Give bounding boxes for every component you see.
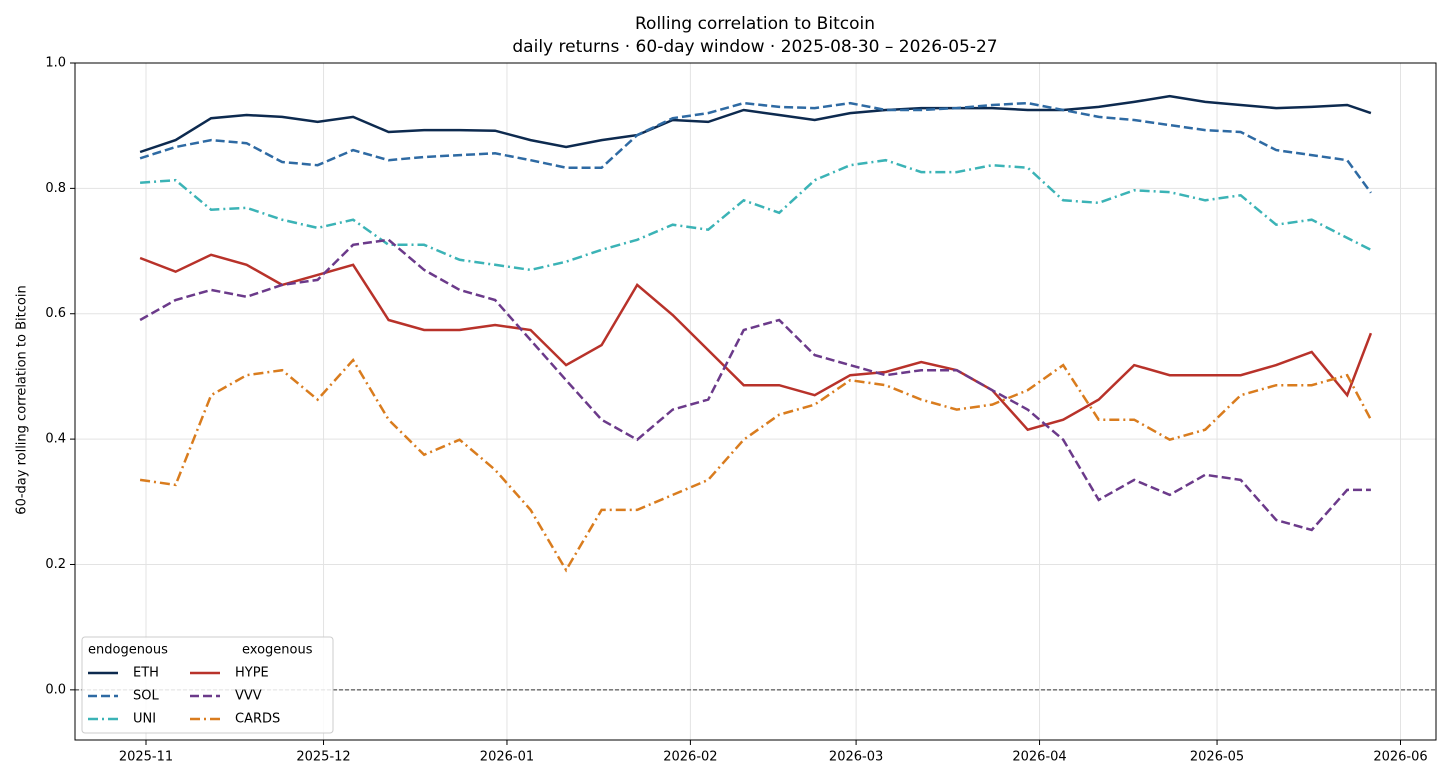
y-tick-label: 0.6 xyxy=(45,306,66,321)
series-line xyxy=(139,238,1371,532)
y-axis-label: 60-day rolling correlation to Bitcoin xyxy=(15,285,30,514)
y-tick-label: 0.4 xyxy=(45,432,66,447)
x-tick-label: 2026-04 xyxy=(1012,750,1066,765)
series-line xyxy=(139,94,1372,154)
chart-subtitle: daily returns · 60-day window · 2025-08-… xyxy=(512,37,997,57)
series-line xyxy=(139,253,1373,432)
y-tick-label: 0.2 xyxy=(45,557,66,572)
series-line xyxy=(140,158,1372,272)
y-tick-label: 0.8 xyxy=(45,181,66,196)
plot-frame xyxy=(74,62,1437,741)
x-tick-label: 2025-11 xyxy=(119,750,173,765)
legend-label: SOL xyxy=(133,689,159,704)
legend-title: exogenous xyxy=(242,643,313,658)
y-tick-label: 1.0 xyxy=(45,56,66,71)
legend-label: VVV xyxy=(235,689,262,704)
legend-label: CARDS xyxy=(235,712,280,727)
legend-title: endogenous xyxy=(88,643,168,658)
legend-label: HYPE xyxy=(235,666,269,681)
x-tick-label: 2026-02 xyxy=(663,750,717,765)
x-tick-label: 2026-01 xyxy=(480,750,534,765)
chart-title: Rolling correlation to Bitcoin xyxy=(635,14,875,34)
series-line xyxy=(139,358,1373,573)
series-line xyxy=(139,101,1372,194)
legend-box xyxy=(81,636,334,734)
x-tick-label: 2025-12 xyxy=(296,750,350,765)
legend-label: ETH xyxy=(133,666,159,681)
x-tick-label: 2026-03 xyxy=(829,750,883,765)
legend-label: UNI xyxy=(133,712,156,727)
legend: endogenous exogenous ETH SOL UNI HYPE VVV CARDS xyxy=(81,636,334,734)
x-tick-label: 2026-06 xyxy=(1373,750,1427,765)
y-tick-label: 0.0 xyxy=(45,682,66,697)
x-tick-label: 2026-05 xyxy=(1190,750,1244,765)
